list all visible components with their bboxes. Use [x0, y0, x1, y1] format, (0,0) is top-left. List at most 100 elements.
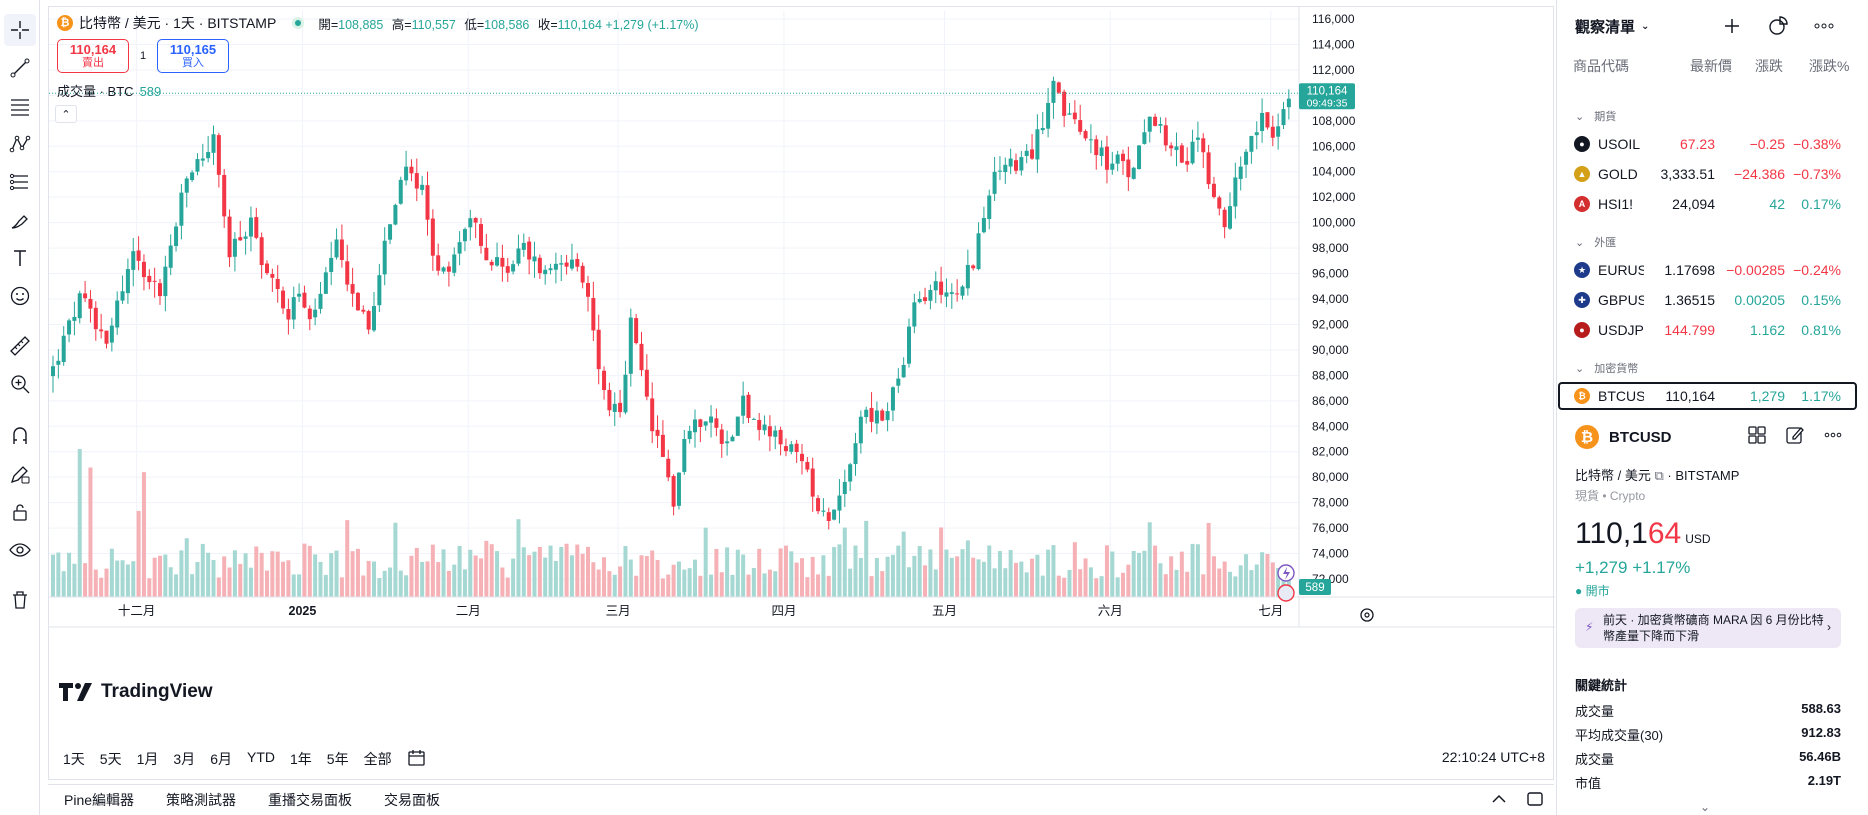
candle-body [826, 512, 831, 522]
timeframe-3m[interactable]: 3月 [173, 751, 196, 767]
tab-trading-panel[interactable]: 交易面板 [384, 792, 441, 808]
bitcoin-icon: ₿ [57, 15, 73, 31]
volume-bar [179, 550, 184, 597]
fib-retracement-icon[interactable] [4, 90, 36, 122]
external-link-icon[interactable]: ⧉ [1654, 468, 1664, 483]
text-icon[interactable] [4, 242, 36, 274]
grid-layout-icon[interactable] [1747, 425, 1767, 448]
volume-bar [548, 545, 553, 597]
volume-bar [318, 561, 323, 597]
volume-bar [420, 561, 425, 597]
watchlist-row-gold[interactable]: ▲ GOLD 3,333.51 −24.386 −0.73% [1558, 160, 1857, 188]
volume-bar [709, 574, 714, 597]
timeframe-all[interactable]: 全部 [363, 751, 392, 767]
volume-bar [67, 552, 72, 597]
symbol-title[interactable]: 比特幣 / 美元 · 1天 · BITSTAMP [79, 15, 277, 31]
price-axis-tick: 86,000 [1312, 394, 1349, 408]
date-range-icon[interactable] [407, 749, 427, 770]
timeframe-ytd[interactable]: YTD [246, 749, 275, 765]
volume-bar [569, 555, 574, 597]
candle-body [184, 178, 189, 193]
trend-line-icon[interactable] [4, 52, 36, 84]
settings-gear-icon[interactable] [1360, 608, 1374, 622]
eye-icon[interactable] [4, 534, 36, 566]
maximize-panel-icon[interactable] [1526, 791, 1544, 810]
column-last[interactable]: 最新價 [1690, 58, 1732, 74]
volume-bar [329, 553, 334, 597]
watchlist-row-usdjpy[interactable]: ● USDJPY 144.799 1.162 0.81% [1558, 316, 1857, 344]
timeframe-5y[interactable]: 5年 [326, 751, 349, 767]
lock-pencil-icon[interactable] [4, 458, 36, 490]
scroll-down-icon[interactable]: ⌄ [1700, 800, 1711, 814]
tab-replay-panel[interactable]: 重播交易面板 [268, 792, 353, 808]
watchlist-row-btcusd[interactable]: ₿ BTCUSD 110,164 1,279 1.17% [1558, 382, 1857, 410]
advanced-view-icon[interactable] [1766, 14, 1790, 41]
ruler-icon[interactable] [4, 330, 36, 362]
time-axis-tick: 2025 [289, 604, 317, 618]
price-axis-tick: 112,000 [1312, 63, 1355, 77]
watchlist-title[interactable]: 觀察清單 ⌄ [1575, 19, 1650, 36]
candle-body [473, 217, 478, 223]
candle-body [602, 370, 607, 391]
watchlist-row-eurusd[interactable]: ★ EURUSD 1.17698 −0.00285 −0.24% [1558, 256, 1857, 284]
buy-button[interactable]: 110,165 買入 [157, 39, 229, 73]
candle-body [816, 498, 821, 512]
timeframe-1m[interactable]: 1月 [136, 751, 159, 767]
tab-pine-editor[interactable]: Pine編輯器 [64, 792, 135, 808]
chevron-down-icon[interactable]: ⌄ [1641, 21, 1650, 32]
volume-legend[interactable]: 成交量 · BTC 589 [57, 84, 162, 99]
timeframe-5d[interactable]: 5天 [99, 751, 122, 767]
sell-button[interactable]: 110,164 賣出 [57, 39, 129, 73]
candle-body [1088, 139, 1093, 141]
timezone-clock[interactable]: 22:10:24 UTC+8 [1441, 749, 1545, 765]
section-crypto[interactable]: ⌄ 加密貨幣 [1575, 362, 1639, 376]
candle-body [676, 472, 681, 506]
candlestick-chart[interactable]: 116,000114,000112,000110,000108,000106,0… [49, 7, 1555, 781]
candle-body [56, 360, 61, 365]
candle-body [933, 281, 938, 291]
volume-bar [345, 520, 350, 597]
candle-body [468, 218, 473, 228]
timeframe-6m[interactable]: 6月 [210, 751, 232, 767]
volume-bar [120, 560, 125, 597]
volume-bar [928, 549, 933, 597]
volume-bar [816, 574, 821, 597]
tab-strategy-tester[interactable]: 策略測試器 [166, 792, 237, 808]
candle-body [1281, 109, 1286, 126]
column-change[interactable]: 漲跌 [1755, 58, 1783, 74]
column-symbol[interactable]: 商品代碼 [1573, 58, 1629, 74]
chart-panel[interactable]: 116,000114,000112,000110,000108,000106,0… [48, 6, 1555, 781]
edit-note-icon[interactable] [1785, 425, 1805, 448]
section-futures[interactable]: ⌄ 期貨 [1575, 110, 1617, 124]
watchlist-row-hsi[interactable]: A HSI1! 24,094 42 0.17% [1558, 190, 1857, 218]
add-symbol-icon[interactable] [1720, 14, 1744, 41]
candle-body [1142, 132, 1147, 144]
volume-bar [655, 559, 660, 597]
brush-icon[interactable] [4, 204, 36, 236]
zoom-in-icon[interactable] [4, 368, 36, 400]
watchlist-row-gbpusd[interactable]: ✚ GBPUSD 1.36515 0.00205 0.15% [1558, 286, 1857, 314]
trash-icon[interactable] [4, 584, 36, 616]
emoji-icon[interactable] [4, 280, 36, 312]
volume-bar [232, 550, 237, 597]
watchlist-row-usoil[interactable]: ● USOIL 67.23 −0.25 −0.38% [1558, 130, 1857, 158]
timeframe-1y[interactable]: 1年 [289, 751, 312, 767]
crosshair-icon[interactable] [4, 14, 36, 46]
collapse-legend-button[interactable]: ⌃ [55, 105, 77, 123]
magnet-icon[interactable] [4, 420, 36, 452]
time-axis-tick: 二月 [456, 604, 481, 618]
column-change-pct[interactable]: 漲跌% [1809, 58, 1850, 74]
more-options-icon[interactable] [1812, 14, 1836, 41]
lock-icon[interactable] [4, 496, 36, 528]
timeframe-1d[interactable]: 1天 [63, 751, 85, 767]
us-flag-event-icon[interactable] [1277, 584, 1295, 602]
detail-symbol[interactable]: ₿ BTCUSD [1575, 425, 1672, 449]
section-forex[interactable]: ⌄ 外匯 [1575, 236, 1617, 250]
volume-bar [174, 574, 179, 597]
forecast-icon[interactable] [4, 166, 36, 198]
pattern-icon[interactable] [4, 128, 36, 160]
news-banner[interactable]: ⚡ 前天 · 加密貨幣礦商 MARA 因 6 月份比特幣產量下降而下滑 › [1575, 608, 1841, 648]
volume-bar [907, 567, 911, 597]
more-options-icon[interactable] [1823, 425, 1843, 448]
chevron-up-icon[interactable] [1490, 791, 1508, 810]
